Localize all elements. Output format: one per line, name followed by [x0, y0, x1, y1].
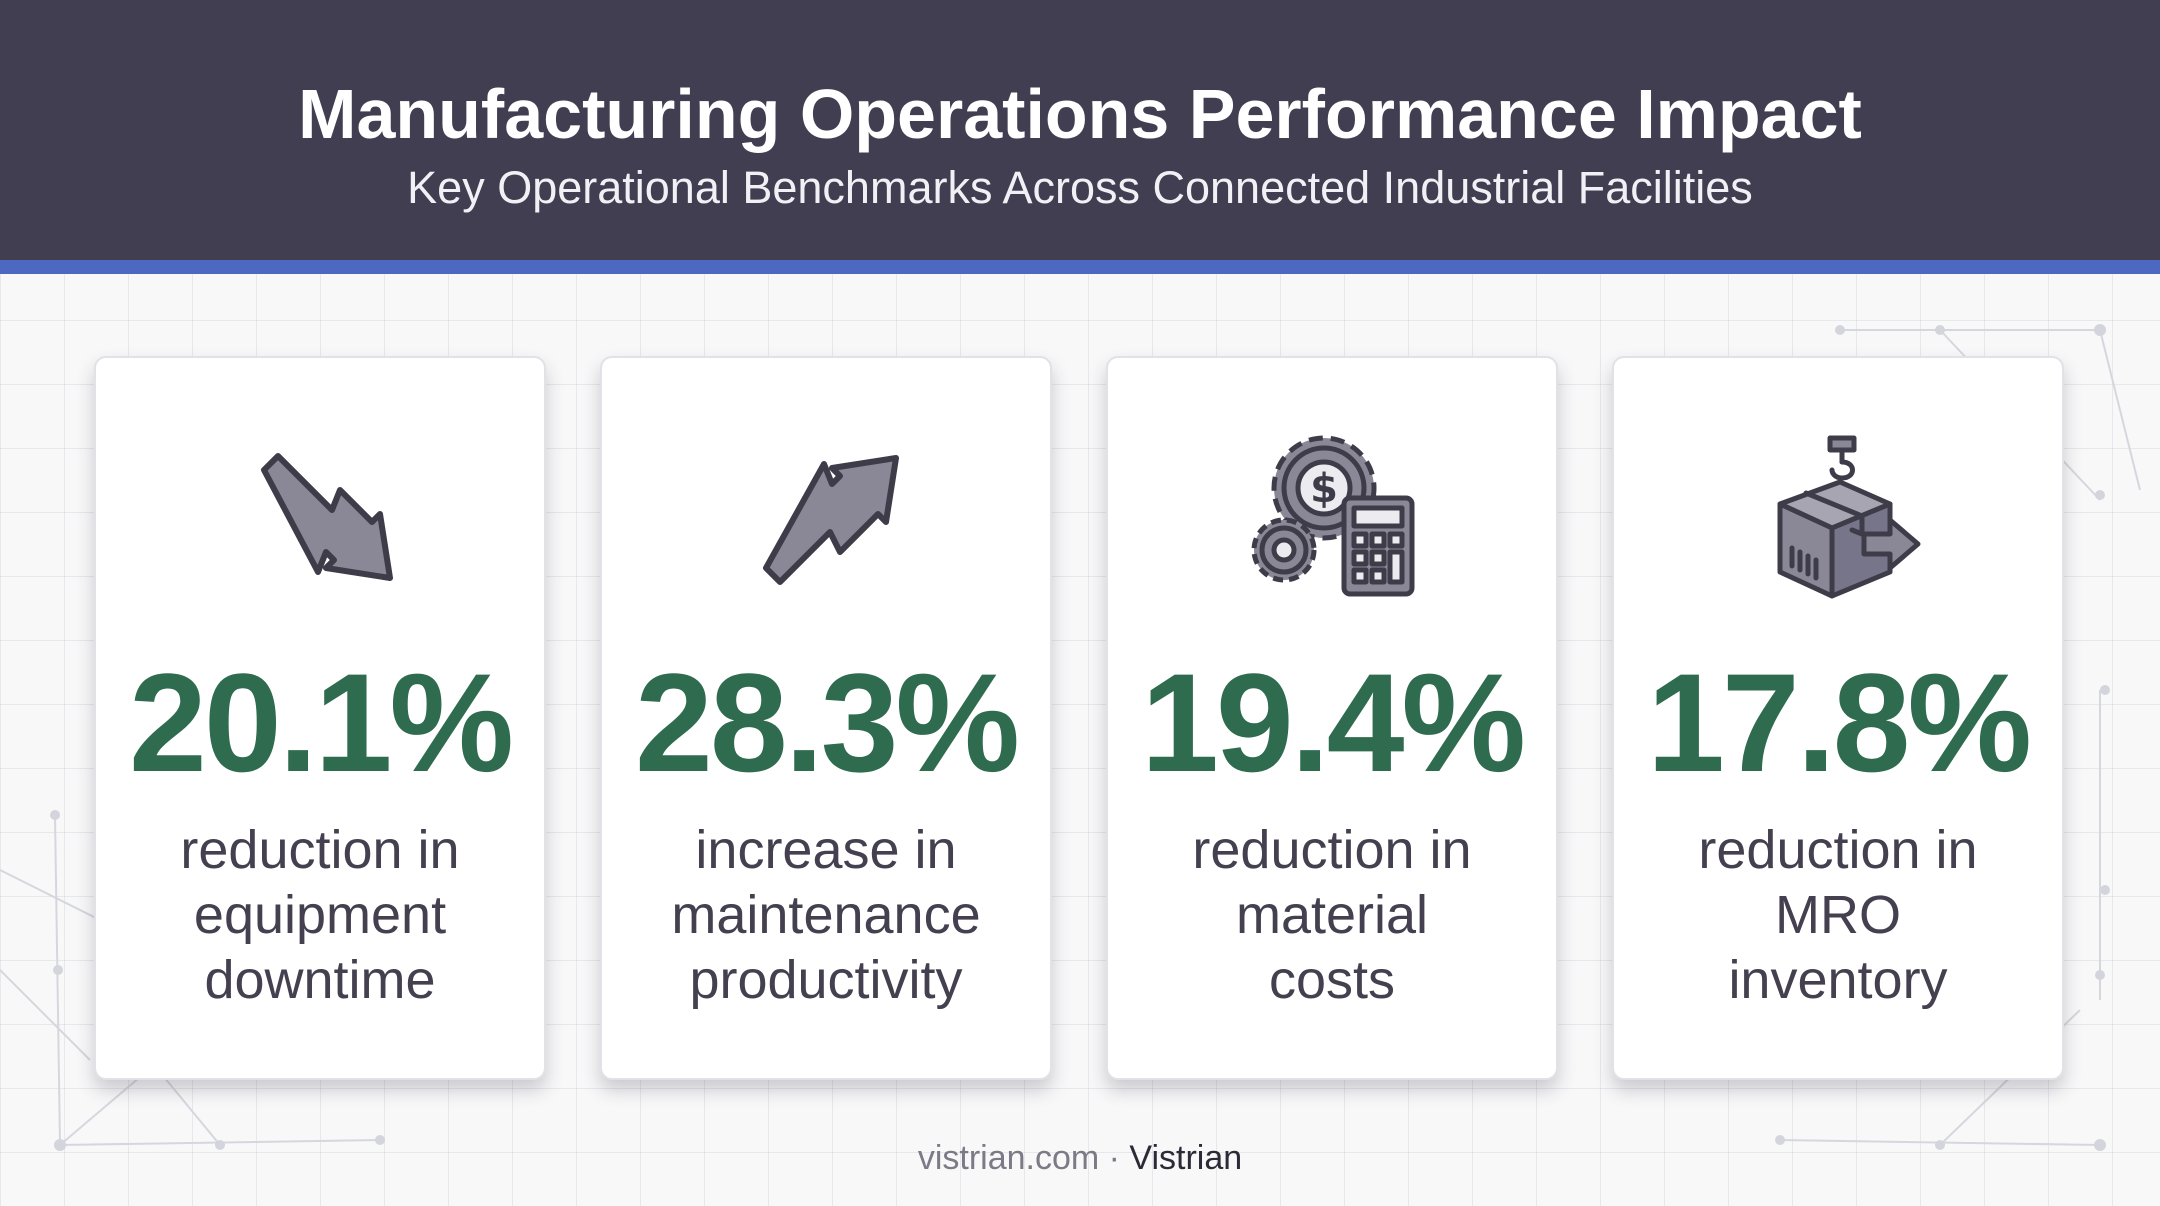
footer-attribution: vistrian.com · Vistrian	[0, 1136, 2160, 1180]
description-line: reduction in	[1192, 820, 1472, 880]
footer-separator: ·	[1099, 1139, 1130, 1177]
description-line: reduction in	[180, 820, 460, 880]
description-line: material	[1235, 885, 1429, 945]
stat-value: 28.3%	[635, 644, 1020, 801]
description-line: downtime	[204, 950, 436, 1010]
footer-brand: Vistrian	[1129, 1139, 1243, 1177]
stat-description: reduction in MRO inventory	[1624, 818, 2052, 1013]
stat-card-mro-inventory: 17.8% reduction in MRO inventory	[1612, 356, 2064, 1080]
stat-value: 19.4%	[1141, 644, 1526, 801]
description-line: increase in	[695, 820, 957, 880]
stat-card-equipment-downtime: 20.1% reduction in equipment downtime	[94, 356, 546, 1080]
stat-description: reduction in equipment downtime	[106, 818, 534, 1013]
description-line: productivity	[689, 950, 963, 1010]
header-banner: Manufacturing Operations Performance Imp…	[0, 0, 2160, 274]
description-line: reduction in	[1698, 820, 1978, 880]
page-title: Manufacturing Operations Performance Imp…	[298, 75, 1862, 153]
gears-dollar-calculator-icon: $	[1234, 418, 1434, 618]
stat-card-maintenance-productivity: 28.3% increase in maintenance productivi…	[600, 356, 1052, 1080]
page-subtitle: Key Operational Benchmarks Across Connec…	[407, 162, 1753, 213]
description-line: maintenance	[671, 885, 981, 945]
stat-description: increase in maintenance productivity	[612, 818, 1040, 1013]
description-line: MRO	[1775, 885, 1901, 945]
description-line: inventory	[1728, 950, 1948, 1010]
trend-up-arrow-icon	[728, 418, 928, 618]
stat-value: 20.1%	[129, 644, 514, 801]
description-line: equipment	[193, 885, 447, 945]
stat-card-material-costs: $ 19.4% reduction in material costs	[1106, 356, 1558, 1080]
description-line: costs	[1268, 950, 1396, 1010]
svg-text:$: $	[1310, 466, 1338, 512]
crane-box-shipping-icon	[1740, 418, 1940, 618]
stat-value: 17.8%	[1647, 644, 2032, 801]
footer-site: vistrian.com	[917, 1139, 1100, 1177]
stat-description: reduction in material costs	[1118, 818, 1546, 1013]
trend-down-arrow-icon	[222, 418, 422, 618]
